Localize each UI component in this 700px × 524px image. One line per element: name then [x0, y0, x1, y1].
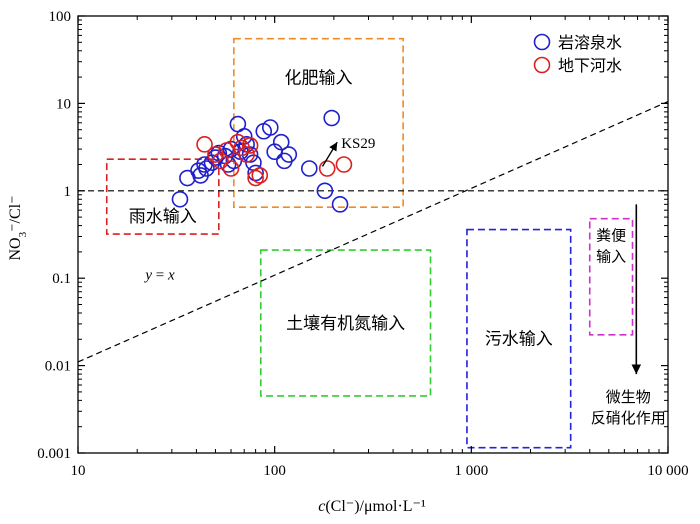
x-tick-label: 100 [263, 463, 286, 479]
point-underground-river [241, 137, 259, 154]
denitrification-label-line: 微生物 [606, 388, 651, 406]
y-equals-x-line [77, 100, 669, 363]
legend-label: 地下河水 [558, 56, 622, 75]
point-karst-spring [198, 160, 215, 177]
point-karst-spring [247, 164, 264, 182]
x-tick-label: 10 000 [647, 463, 688, 479]
zone-soil-organic-nitrogen-label: 土壤有机氮输入 [286, 313, 405, 334]
zone-rainwater-box [105, 158, 220, 235]
point-karst-spring [179, 169, 196, 187]
zone-manure-label-line: 输入 [596, 248, 626, 266]
point-karst-spring [323, 109, 341, 127]
zone-soil-organic-nitrogen-box [259, 249, 432, 397]
reference-lines-layer: y = x [77, 100, 669, 363]
y-axis-title: NO3⁻/Cl⁻ [7, 195, 29, 260]
point-karst-spring [316, 182, 334, 200]
point-karst-spring [272, 133, 290, 151]
y-tick-label: 0.01 [45, 359, 71, 375]
x-tick-label: 10 [71, 463, 86, 479]
ks29-arrow [321, 141, 338, 167]
legend-marker [533, 56, 551, 74]
axes-layer: 10 100 1 000 10 000 0.001 0.01 0.1 1 10 100 [37, 9, 688, 479]
zone-manure-label-line: 粪便 [596, 227, 626, 245]
point-underground-river [222, 160, 240, 177]
zone-sewage-box [466, 228, 572, 449]
point-underground-river [335, 156, 353, 173]
point-karst-spring [300, 160, 318, 177]
ks29-label: KS29 [341, 136, 375, 152]
point-karst-spring [280, 146, 298, 163]
zone-fertilizer-label: 化肥输入 [284, 69, 352, 89]
point-karst-spring [331, 196, 349, 213]
legend-label: 岩溶泉水 [558, 33, 622, 52]
denitrification-label-line: 反硝化作用 [591, 409, 666, 427]
point-underground-river [196, 136, 213, 153]
y-tick-label: 0.1 [52, 271, 71, 287]
zone-manure-box [588, 217, 634, 336]
points-layer [171, 109, 353, 213]
point-underground-river [318, 160, 336, 177]
point-karst-spring [235, 128, 253, 145]
plot-frame [77, 15, 669, 454]
zone-sewage-label: 污水输入 [485, 330, 553, 350]
point-underground-river [238, 146, 255, 163]
y-tick-label: 10 [56, 96, 71, 112]
zone-fertilizer-box [233, 37, 404, 208]
legend-marker [533, 33, 551, 51]
point-underground-river [247, 169, 264, 187]
x-tick-label: 1 000 [454, 463, 488, 479]
zone-rainwater-label: 雨水输入 [129, 207, 197, 227]
y-tick-label: 1 [64, 184, 72, 200]
y-tick-label: 0.001 [37, 446, 71, 462]
x-axis-title: c(Cl⁻)/μmol·L⁻¹ [318, 498, 426, 515]
point-underground-river [251, 167, 269, 184]
point-karst-spring [171, 190, 189, 208]
y-equals-x-label: y = x [143, 268, 175, 284]
point-karst-spring [261, 119, 279, 136]
y-tick-label: 100 [49, 9, 72, 25]
